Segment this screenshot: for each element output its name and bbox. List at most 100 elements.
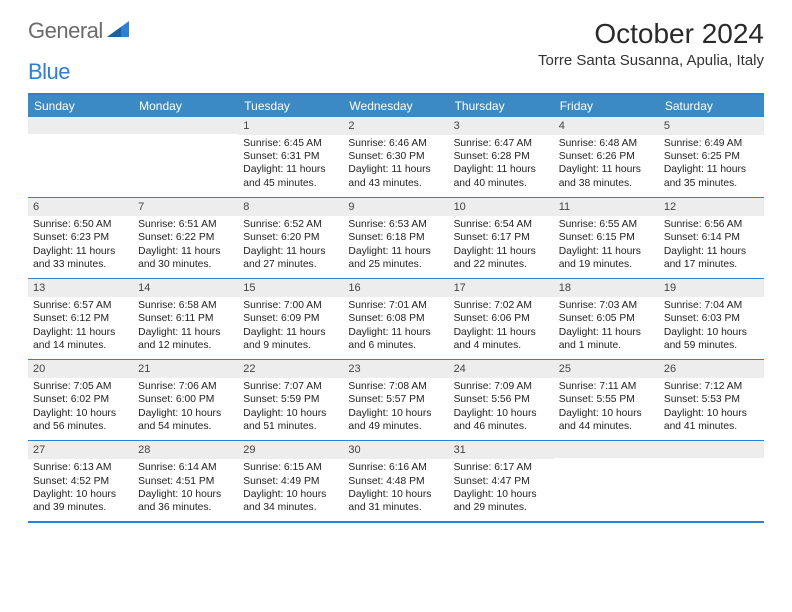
daylight-text: Daylight: 11 hours and 12 minutes. bbox=[138, 326, 233, 352]
day-cell: 17Sunrise: 7:02 AMSunset: 6:06 PMDayligh… bbox=[449, 279, 554, 359]
sunset-text: Sunset: 6:25 PM bbox=[664, 150, 759, 163]
brand-word-1: General bbox=[28, 18, 103, 44]
daylight-text: Daylight: 11 hours and 9 minutes. bbox=[243, 326, 338, 352]
sunrise-text: Sunrise: 7:01 AM bbox=[348, 299, 443, 312]
sunset-text: Sunset: 6:23 PM bbox=[33, 231, 128, 244]
day-body: Sunrise: 6:13 AMSunset: 4:52 PMDaylight:… bbox=[28, 459, 133, 521]
day-number: 26 bbox=[659, 360, 764, 378]
sunset-text: Sunset: 6:20 PM bbox=[243, 231, 338, 244]
sunset-text: Sunset: 6:26 PM bbox=[559, 150, 654, 163]
day-body: Sunrise: 7:00 AMSunset: 6:09 PMDaylight:… bbox=[238, 297, 343, 359]
day-cell: 15Sunrise: 7:00 AMSunset: 6:09 PMDayligh… bbox=[238, 279, 343, 359]
week-row: 27Sunrise: 6:13 AMSunset: 4:52 PMDayligh… bbox=[28, 441, 764, 521]
day-body: Sunrise: 7:04 AMSunset: 6:03 PMDaylight:… bbox=[659, 297, 764, 359]
day-cell: 14Sunrise: 6:58 AMSunset: 6:11 PMDayligh… bbox=[133, 279, 238, 359]
daylight-text: Daylight: 10 hours and 59 minutes. bbox=[664, 326, 759, 352]
sunrise-text: Sunrise: 6:13 AM bbox=[33, 461, 128, 474]
day-cell: 25Sunrise: 7:11 AMSunset: 5:55 PMDayligh… bbox=[554, 360, 659, 440]
day-number: 7 bbox=[133, 198, 238, 216]
brand-word-2: Blue bbox=[28, 59, 70, 85]
daylight-text: Daylight: 11 hours and 33 minutes. bbox=[33, 245, 128, 271]
day-body: Sunrise: 7:07 AMSunset: 5:59 PMDaylight:… bbox=[238, 378, 343, 440]
sunset-text: Sunset: 5:56 PM bbox=[454, 393, 549, 406]
day-number bbox=[133, 117, 238, 134]
day-cell: 3Sunrise: 6:47 AMSunset: 6:28 PMDaylight… bbox=[449, 117, 554, 197]
day-number: 4 bbox=[554, 117, 659, 135]
day-body: Sunrise: 6:51 AMSunset: 6:22 PMDaylight:… bbox=[133, 216, 238, 278]
daylight-text: Daylight: 11 hours and 19 minutes. bbox=[559, 245, 654, 271]
day-body: Sunrise: 7:02 AMSunset: 6:06 PMDaylight:… bbox=[449, 297, 554, 359]
daylight-text: Daylight: 11 hours and 17 minutes. bbox=[664, 245, 759, 271]
sunset-text: Sunset: 6:17 PM bbox=[454, 231, 549, 244]
sunrise-text: Sunrise: 7:08 AM bbox=[348, 380, 443, 393]
sunset-text: Sunset: 6:03 PM bbox=[664, 312, 759, 325]
day-cell: 9Sunrise: 6:53 AMSunset: 6:18 PMDaylight… bbox=[343, 198, 448, 278]
day-body: Sunrise: 6:55 AMSunset: 6:15 PMDaylight:… bbox=[554, 216, 659, 278]
day-cell: 28Sunrise: 6:14 AMSunset: 4:51 PMDayligh… bbox=[133, 441, 238, 521]
day-cell: 7Sunrise: 6:51 AMSunset: 6:22 PMDaylight… bbox=[133, 198, 238, 278]
daylight-text: Daylight: 11 hours and 25 minutes. bbox=[348, 245, 443, 271]
sunrise-text: Sunrise: 6:56 AM bbox=[664, 218, 759, 231]
day-body: Sunrise: 6:57 AMSunset: 6:12 PMDaylight:… bbox=[28, 297, 133, 359]
sunset-text: Sunset: 4:49 PM bbox=[243, 475, 338, 488]
day-cell: 21Sunrise: 7:06 AMSunset: 6:00 PMDayligh… bbox=[133, 360, 238, 440]
month-title: October 2024 bbox=[538, 18, 764, 50]
sunrise-text: Sunrise: 7:06 AM bbox=[138, 380, 233, 393]
day-number: 27 bbox=[28, 441, 133, 459]
day-body: Sunrise: 6:56 AMSunset: 6:14 PMDaylight:… bbox=[659, 216, 764, 278]
sunset-text: Sunset: 6:30 PM bbox=[348, 150, 443, 163]
daylight-text: Daylight: 11 hours and 43 minutes. bbox=[348, 163, 443, 189]
sunrise-text: Sunrise: 6:16 AM bbox=[348, 461, 443, 474]
calendar-grid: Sunday Monday Tuesday Wednesday Thursday… bbox=[28, 93, 764, 523]
day-body: Sunrise: 6:48 AMSunset: 6:26 PMDaylight:… bbox=[554, 135, 659, 197]
day-number: 11 bbox=[554, 198, 659, 216]
day-body bbox=[133, 134, 238, 196]
daylight-text: Daylight: 10 hours and 46 minutes. bbox=[454, 407, 549, 433]
daylight-text: Daylight: 10 hours and 56 minutes. bbox=[33, 407, 128, 433]
brand-triangle-icon bbox=[107, 21, 129, 42]
sunrise-text: Sunrise: 6:50 AM bbox=[33, 218, 128, 231]
day-body: Sunrise: 6:52 AMSunset: 6:20 PMDaylight:… bbox=[238, 216, 343, 278]
sunrise-text: Sunrise: 6:45 AM bbox=[243, 137, 338, 150]
day-cell: 19Sunrise: 7:04 AMSunset: 6:03 PMDayligh… bbox=[659, 279, 764, 359]
day-cell bbox=[554, 441, 659, 521]
day-number: 18 bbox=[554, 279, 659, 297]
brand-logo: General bbox=[28, 18, 131, 44]
day-body: Sunrise: 6:53 AMSunset: 6:18 PMDaylight:… bbox=[343, 216, 448, 278]
sunrise-text: Sunrise: 6:55 AM bbox=[559, 218, 654, 231]
day-number: 2 bbox=[343, 117, 448, 135]
day-cell bbox=[133, 117, 238, 197]
sunset-text: Sunset: 6:08 PM bbox=[348, 312, 443, 325]
title-block: October 2024 Torre Santa Susanna, Apulia… bbox=[538, 18, 764, 69]
day-body: Sunrise: 7:11 AMSunset: 5:55 PMDaylight:… bbox=[554, 378, 659, 440]
day-body: Sunrise: 6:47 AMSunset: 6:28 PMDaylight:… bbox=[449, 135, 554, 197]
dow-saturday: Saturday bbox=[659, 95, 764, 117]
sunrise-text: Sunrise: 6:17 AM bbox=[454, 461, 549, 474]
dow-thursday: Thursday bbox=[449, 95, 554, 117]
day-number: 21 bbox=[133, 360, 238, 378]
sunset-text: Sunset: 6:02 PM bbox=[33, 393, 128, 406]
day-cell: 29Sunrise: 6:15 AMSunset: 4:49 PMDayligh… bbox=[238, 441, 343, 521]
day-number: 31 bbox=[449, 441, 554, 459]
day-body: Sunrise: 6:45 AMSunset: 6:31 PMDaylight:… bbox=[238, 135, 343, 197]
day-cell: 23Sunrise: 7:08 AMSunset: 5:57 PMDayligh… bbox=[343, 360, 448, 440]
sunset-text: Sunset: 6:14 PM bbox=[664, 231, 759, 244]
daylight-text: Daylight: 10 hours and 29 minutes. bbox=[454, 488, 549, 514]
day-number: 5 bbox=[659, 117, 764, 135]
day-body: Sunrise: 6:17 AMSunset: 4:47 PMDaylight:… bbox=[449, 459, 554, 521]
daylight-text: Daylight: 11 hours and 6 minutes. bbox=[348, 326, 443, 352]
day-number bbox=[28, 117, 133, 134]
daylight-text: Daylight: 10 hours and 44 minutes. bbox=[559, 407, 654, 433]
day-cell: 5Sunrise: 6:49 AMSunset: 6:25 PMDaylight… bbox=[659, 117, 764, 197]
sunrise-text: Sunrise: 7:12 AM bbox=[664, 380, 759, 393]
day-cell: 24Sunrise: 7:09 AMSunset: 5:56 PMDayligh… bbox=[449, 360, 554, 440]
day-number: 13 bbox=[28, 279, 133, 297]
day-number: 9 bbox=[343, 198, 448, 216]
day-body: Sunrise: 7:06 AMSunset: 6:00 PMDaylight:… bbox=[133, 378, 238, 440]
daylight-text: Daylight: 10 hours and 34 minutes. bbox=[243, 488, 338, 514]
day-number: 19 bbox=[659, 279, 764, 297]
day-body: Sunrise: 6:15 AMSunset: 4:49 PMDaylight:… bbox=[238, 459, 343, 521]
daylight-text: Daylight: 11 hours and 30 minutes. bbox=[138, 245, 233, 271]
daylight-text: Daylight: 10 hours and 31 minutes. bbox=[348, 488, 443, 514]
sunrise-text: Sunrise: 6:58 AM bbox=[138, 299, 233, 312]
